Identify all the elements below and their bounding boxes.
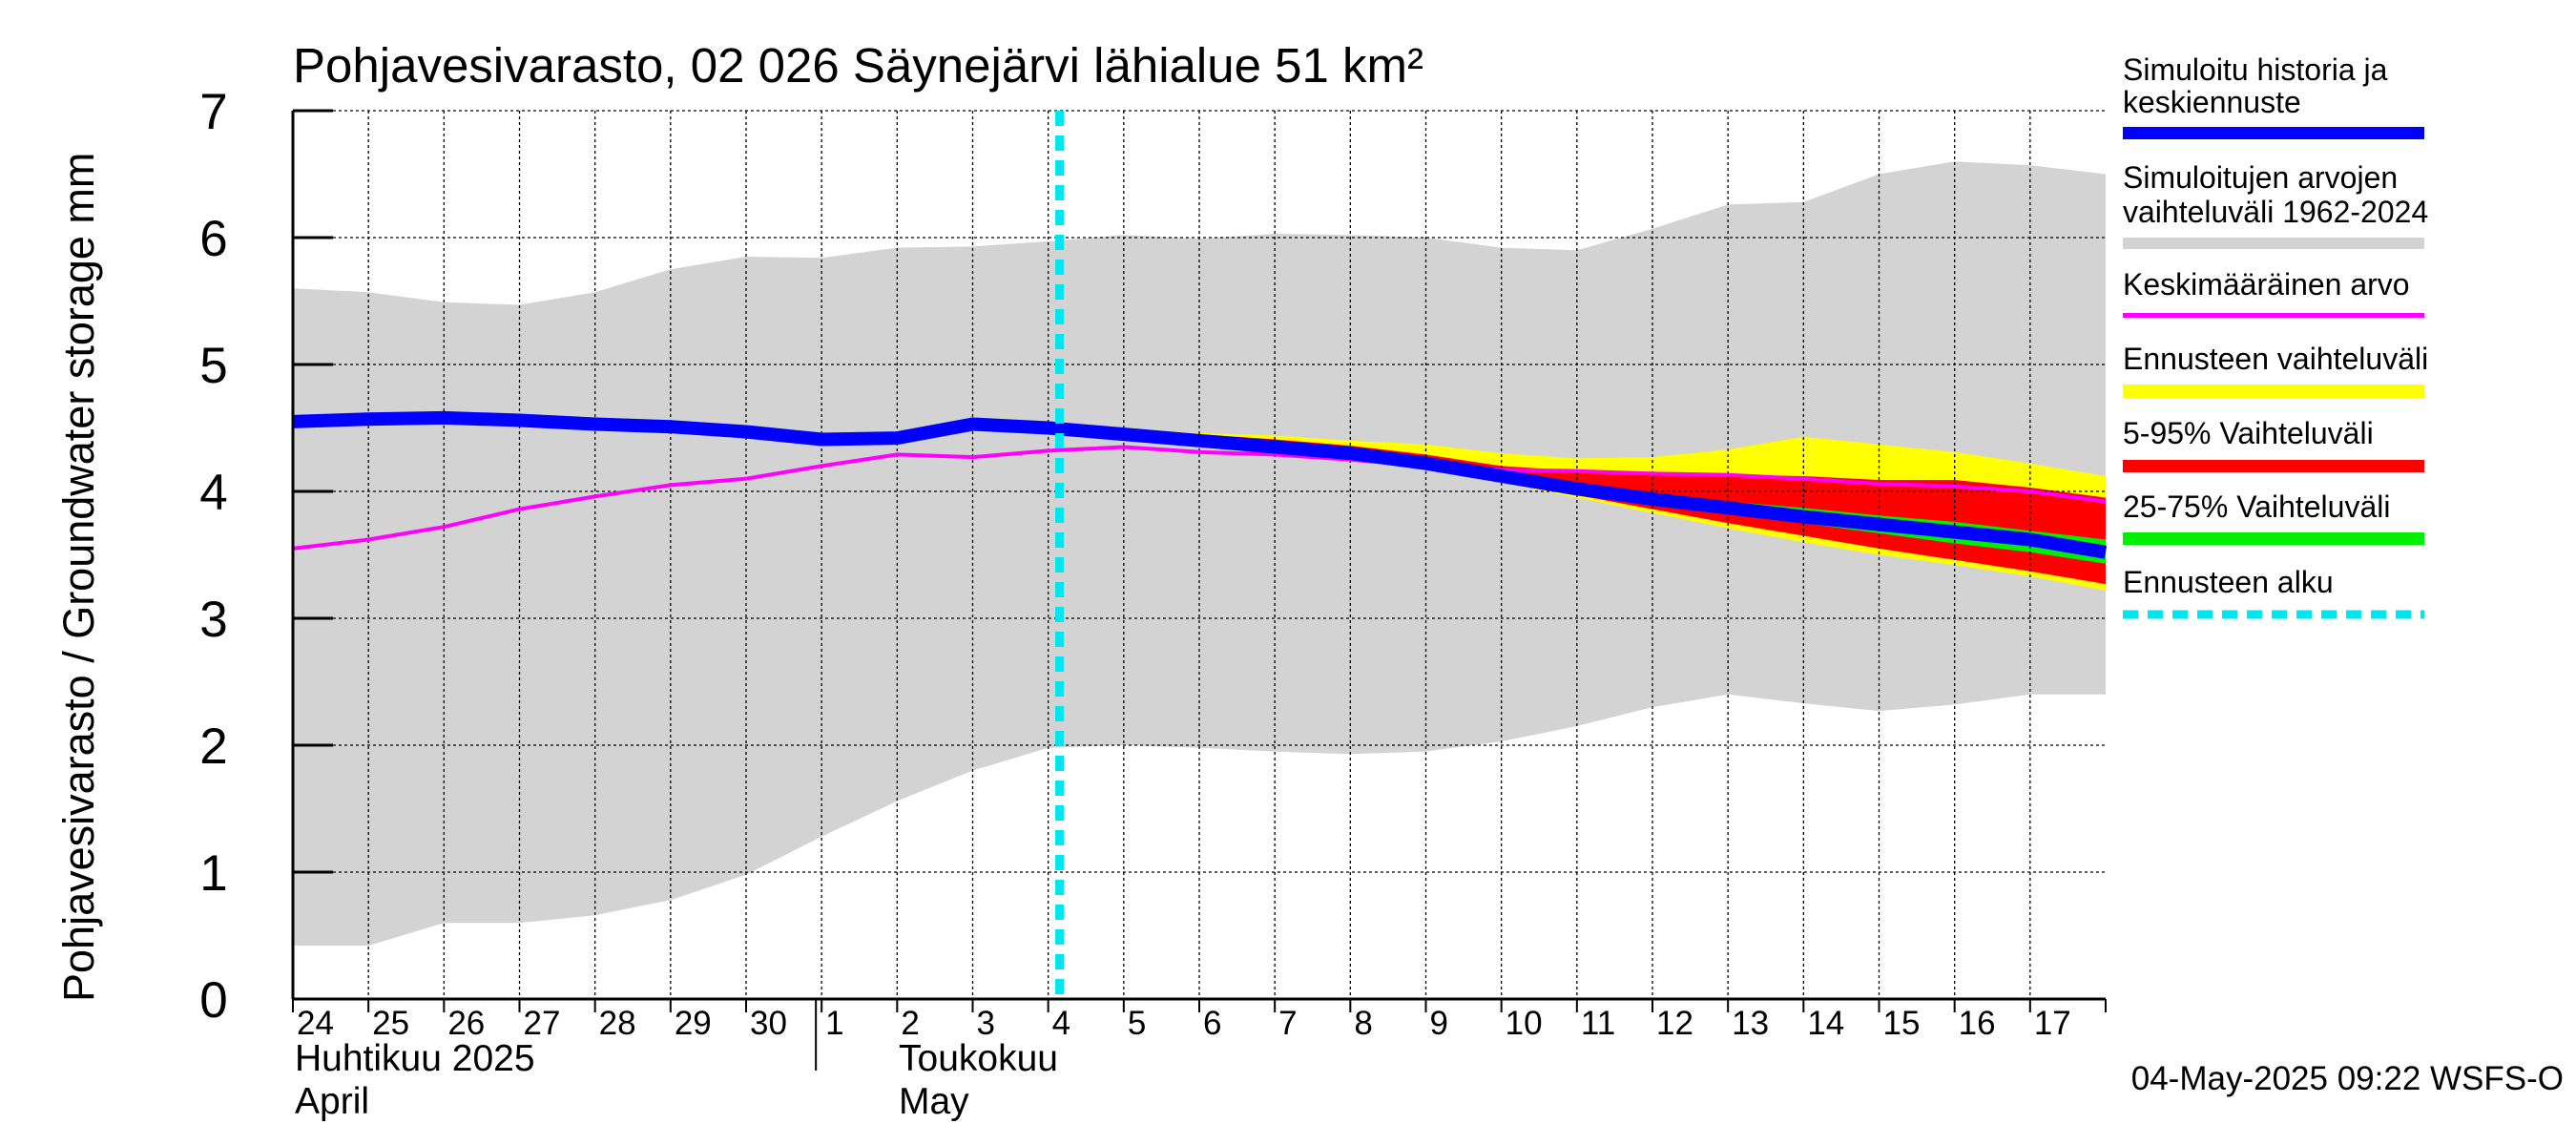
month-label-april-en: April bbox=[295, 1081, 369, 1122]
legend-swatch-mean bbox=[2123, 313, 2424, 318]
legend-label-mean: Keskimääräinen arvo bbox=[2123, 267, 2410, 302]
legend-label-forecast-start: Ennusteen alku bbox=[2123, 565, 2334, 599]
legend-label-history-line1: Simuloitujen arvojen bbox=[2123, 160, 2398, 195]
y-tick-label: 2 bbox=[199, 718, 227, 775]
x-tick-label: 8 bbox=[1354, 1005, 1372, 1042]
month-label-april-fi: Huhtikuu 2025 bbox=[295, 1038, 535, 1079]
x-tick-label: 17 bbox=[2034, 1005, 2071, 1042]
x-tick-label: 3 bbox=[977, 1005, 995, 1042]
range-5-95-band bbox=[1059, 427, 2106, 585]
y-tick-label: 6 bbox=[199, 211, 227, 267]
x-tick-label: 7 bbox=[1278, 1005, 1297, 1042]
legend-label-forecast-range: Ennusteen vaihteluväli bbox=[2123, 342, 2428, 376]
x-tick-label: 4 bbox=[1052, 1005, 1070, 1042]
y-tick-label: 5 bbox=[199, 338, 227, 394]
x-tick-label: 6 bbox=[1203, 1005, 1221, 1042]
x-tick-label: 26 bbox=[447, 1005, 485, 1042]
legend-label-history-line2: vaihteluväli 1962-2024 bbox=[2123, 195, 2428, 229]
x-tick-label: 1 bbox=[825, 1005, 843, 1042]
legend-label-25-75: 25-75% Vaihteluväli bbox=[2123, 489, 2390, 524]
x-tick-label: 16 bbox=[1959, 1005, 1996, 1042]
x-tick-label: 27 bbox=[524, 1005, 561, 1042]
y-tick-label: 3 bbox=[199, 592, 227, 648]
legend-label-median-line1: Simuloitu historia ja bbox=[2123, 52, 2388, 87]
y-axis-label: Pohjavesivarasto / Groundwater storage m… bbox=[54, 153, 103, 1002]
y-tick-label: 0 bbox=[199, 972, 227, 1029]
month-label-may-fi: Toukokuu bbox=[899, 1038, 1058, 1079]
x-tick-label: 24 bbox=[297, 1005, 334, 1042]
legend-swatch-forecast-range bbox=[2123, 385, 2424, 398]
x-tick-label: 12 bbox=[1656, 1005, 1693, 1042]
x-tick-label: 29 bbox=[675, 1005, 712, 1042]
legend-swatch-median bbox=[2123, 127, 2424, 139]
y-tick-label: 4 bbox=[199, 465, 227, 521]
forecast-range-band bbox=[1059, 427, 2106, 591]
month-label-may-en: May bbox=[899, 1081, 969, 1122]
legend: Simuloitu historia ja keskiennuste Simul… bbox=[2123, 52, 2428, 619]
legend-swatch-25-75 bbox=[2123, 532, 2424, 545]
x-tick-label: 13 bbox=[1732, 1005, 1769, 1042]
x-tick-label: 10 bbox=[1506, 1005, 1543, 1042]
legend-swatch-history bbox=[2123, 238, 2424, 249]
y-tick-label: 7 bbox=[199, 84, 227, 140]
y-tick-label: 1 bbox=[199, 845, 227, 902]
legend-label-5-95: 5-95% Vaihteluväli bbox=[2123, 416, 2374, 450]
legend-label-median-line2: keskiennuste bbox=[2123, 85, 2301, 119]
legend-swatch-5-95 bbox=[2123, 460, 2424, 472]
x-tick-label: 15 bbox=[1883, 1005, 1921, 1042]
x-tick-label: 14 bbox=[1807, 1005, 1844, 1042]
x-tick-label: 25 bbox=[372, 1005, 409, 1042]
x-tick-label: 5 bbox=[1128, 1005, 1146, 1042]
x-tick-label: 2 bbox=[901, 1005, 919, 1042]
x-tick-label: 30 bbox=[750, 1005, 787, 1042]
median-line bbox=[292, 410, 2108, 559]
mean-line bbox=[292, 445, 2107, 551]
x-tick-label: 28 bbox=[599, 1005, 636, 1042]
chart-title: Pohjavesivarasto, 02 026 Säynejärvi lähi… bbox=[293, 38, 1423, 93]
x-tick-label: 11 bbox=[1581, 1005, 1615, 1042]
timestamp: 04-May-2025 09:22 WSFS-O bbox=[2131, 1060, 2564, 1097]
x-tick-label: 9 bbox=[1430, 1005, 1448, 1042]
